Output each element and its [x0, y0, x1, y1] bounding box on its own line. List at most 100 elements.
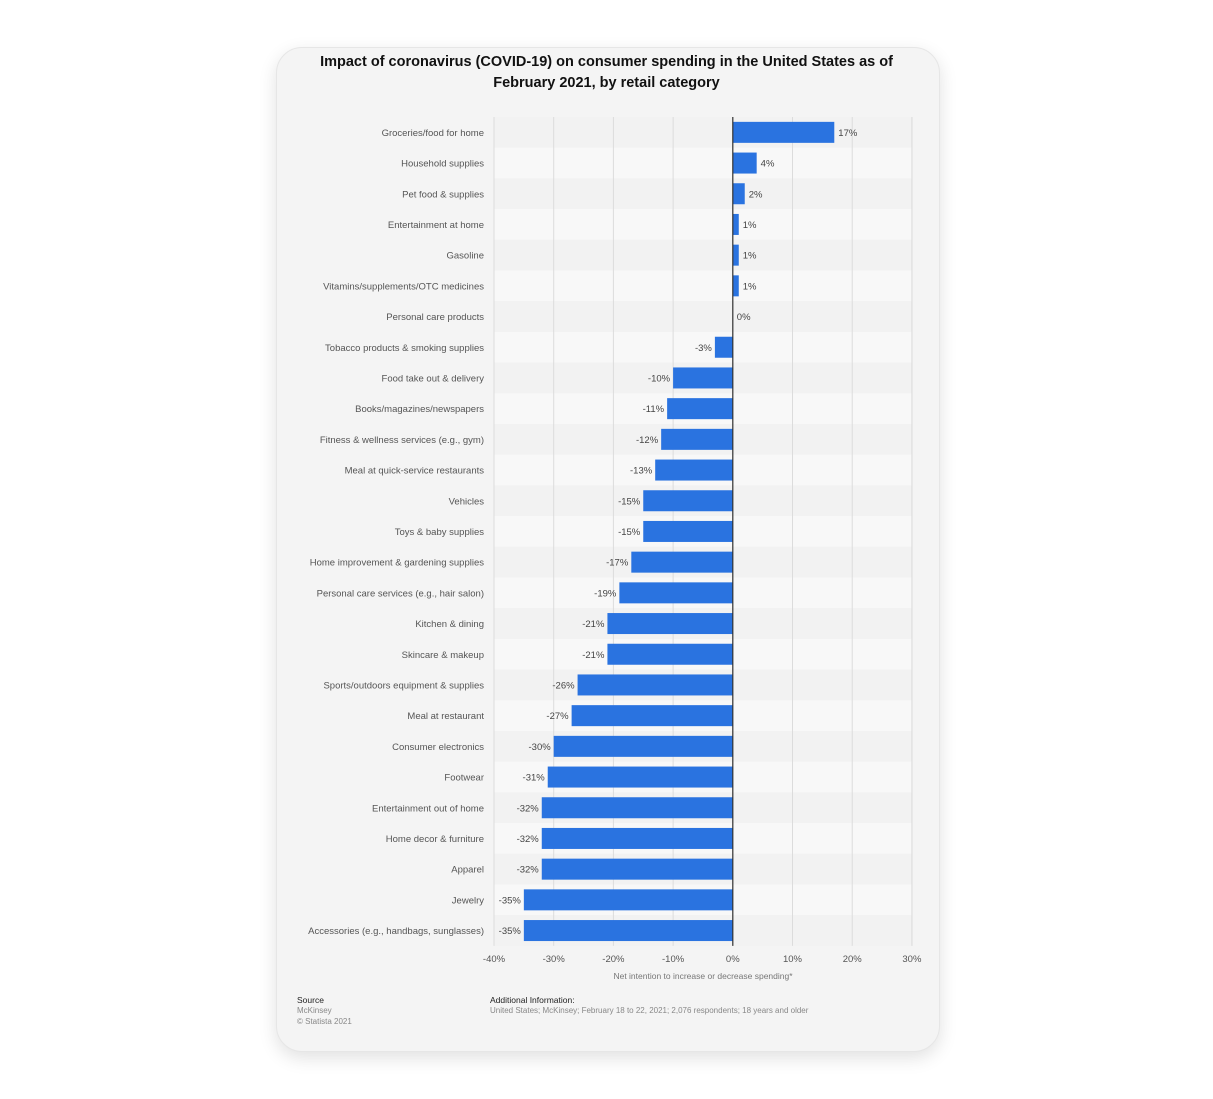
x-tick-label: 20%	[843, 954, 863, 965]
category-label: Pet food & supplies	[402, 189, 484, 200]
bar	[732, 183, 745, 205]
row-band	[494, 117, 912, 148]
category-label: Groceries/food for home	[382, 128, 484, 139]
data-label: -32%	[517, 865, 540, 876]
bar	[523, 920, 733, 942]
category-label: Apparel	[451, 865, 484, 876]
data-label: -10%	[648, 373, 671, 384]
chart-title: Impact of coronavirus (COVID-19) on cons…	[320, 54, 893, 91]
data-label: -32%	[517, 834, 540, 845]
x-tick-label: -10%	[662, 954, 685, 965]
category-label: Fitness & wellness services (e.g., gym)	[320, 435, 484, 446]
category-label: Sports/outdoors equipment & supplies	[323, 680, 484, 691]
bar	[661, 428, 733, 450]
category-label: Personal care services (e.g., hair salon…	[317, 588, 484, 599]
bar	[541, 858, 733, 880]
category-label: Jewelry	[452, 895, 484, 906]
data-label: -31%	[523, 773, 546, 784]
data-label: 1%	[743, 281, 757, 292]
bar	[643, 490, 733, 512]
x-tick-label: -20%	[602, 954, 625, 965]
x-axis-title: Net intention to increase or decrease sp…	[613, 971, 793, 981]
category-label: Meal at quick-service restaurants	[345, 466, 485, 477]
category-label: Home improvement & gardening supplies	[310, 558, 485, 569]
data-label: -3%	[695, 343, 712, 354]
bar	[732, 275, 739, 297]
row-band	[494, 147, 912, 179]
data-label: 0%	[737, 312, 751, 323]
category-label: Home decor & furniture	[386, 834, 484, 845]
row-band	[494, 239, 912, 271]
data-label: -17%	[606, 558, 629, 569]
category-label: Food take out & delivery	[382, 373, 485, 384]
category-label: Vitamins/supplements/OTC medicines	[323, 281, 484, 292]
data-label: -30%	[529, 742, 552, 753]
data-label: -27%	[546, 711, 569, 722]
bar	[607, 643, 733, 665]
bar	[673, 367, 733, 389]
bar	[732, 244, 739, 266]
data-label: -35%	[499, 895, 522, 906]
category-label: Meal at restaurant	[407, 711, 484, 722]
data-label: -11%	[643, 404, 665, 415]
data-label: -32%	[517, 803, 540, 814]
data-label: 1%	[743, 251, 757, 262]
x-tick-label: 10%	[783, 954, 803, 965]
x-tick-label: -40%	[483, 954, 506, 965]
bar	[732, 152, 757, 174]
bar	[732, 213, 739, 235]
row-band	[494, 270, 912, 302]
bar	[607, 613, 733, 635]
bar	[553, 735, 733, 757]
category-label: Vehicles	[449, 496, 485, 507]
data-label: -21%	[582, 619, 605, 630]
category-label: Kitchen & dining	[415, 619, 484, 630]
category-label: Gasoline	[447, 251, 485, 262]
data-label: 2%	[749, 189, 763, 200]
data-label: -15%	[618, 527, 641, 538]
category-label: Tobacco products & smoking supplies	[325, 343, 484, 354]
bar	[523, 889, 733, 911]
additional-info-heading: Additional Information:	[490, 995, 575, 1005]
bar	[577, 674, 733, 696]
row-band	[494, 301, 912, 332]
category-label: Skincare & makeup	[402, 650, 484, 661]
data-label: -26%	[552, 680, 575, 691]
x-tick-label: 30%	[902, 954, 922, 965]
category-label: Household supplies	[401, 159, 484, 170]
x-tick-label: 0%	[726, 954, 740, 965]
category-label: Personal care products	[386, 312, 484, 323]
category-label: Consumer electronics	[392, 742, 484, 753]
bar	[547, 766, 733, 788]
bar	[714, 336, 733, 358]
data-label: -35%	[499, 926, 522, 937]
x-tick-label: -30%	[543, 954, 566, 965]
bar	[643, 520, 733, 542]
bar	[541, 797, 733, 819]
category-label: Entertainment out of home	[372, 803, 484, 814]
bar	[571, 705, 733, 727]
data-label: -13%	[630, 466, 653, 477]
row-band	[494, 209, 912, 240]
source-name[interactable]: McKinsey	[297, 1006, 332, 1015]
bar	[631, 551, 733, 573]
data-label: 1%	[743, 220, 757, 231]
bar	[732, 121, 835, 143]
category-label: Toys & baby supplies	[395, 527, 484, 538]
source-heading: Source	[297, 995, 324, 1005]
row-band	[494, 178, 912, 210]
data-label: 17%	[838, 128, 858, 139]
bar	[655, 459, 733, 481]
category-label: Entertainment at home	[388, 220, 484, 231]
bar	[619, 582, 733, 604]
category-label: Footwear	[444, 773, 484, 784]
data-label: 4%	[761, 159, 775, 170]
copyright: © Statista 2021	[297, 1017, 352, 1026]
data-label: -19%	[594, 588, 617, 599]
data-label: -12%	[636, 435, 659, 446]
category-label: Accessories (e.g., handbags, sunglasses)	[308, 926, 484, 937]
bar	[541, 827, 733, 849]
bar	[667, 398, 733, 420]
category-label: Books/magazines/newspapers	[355, 404, 484, 415]
